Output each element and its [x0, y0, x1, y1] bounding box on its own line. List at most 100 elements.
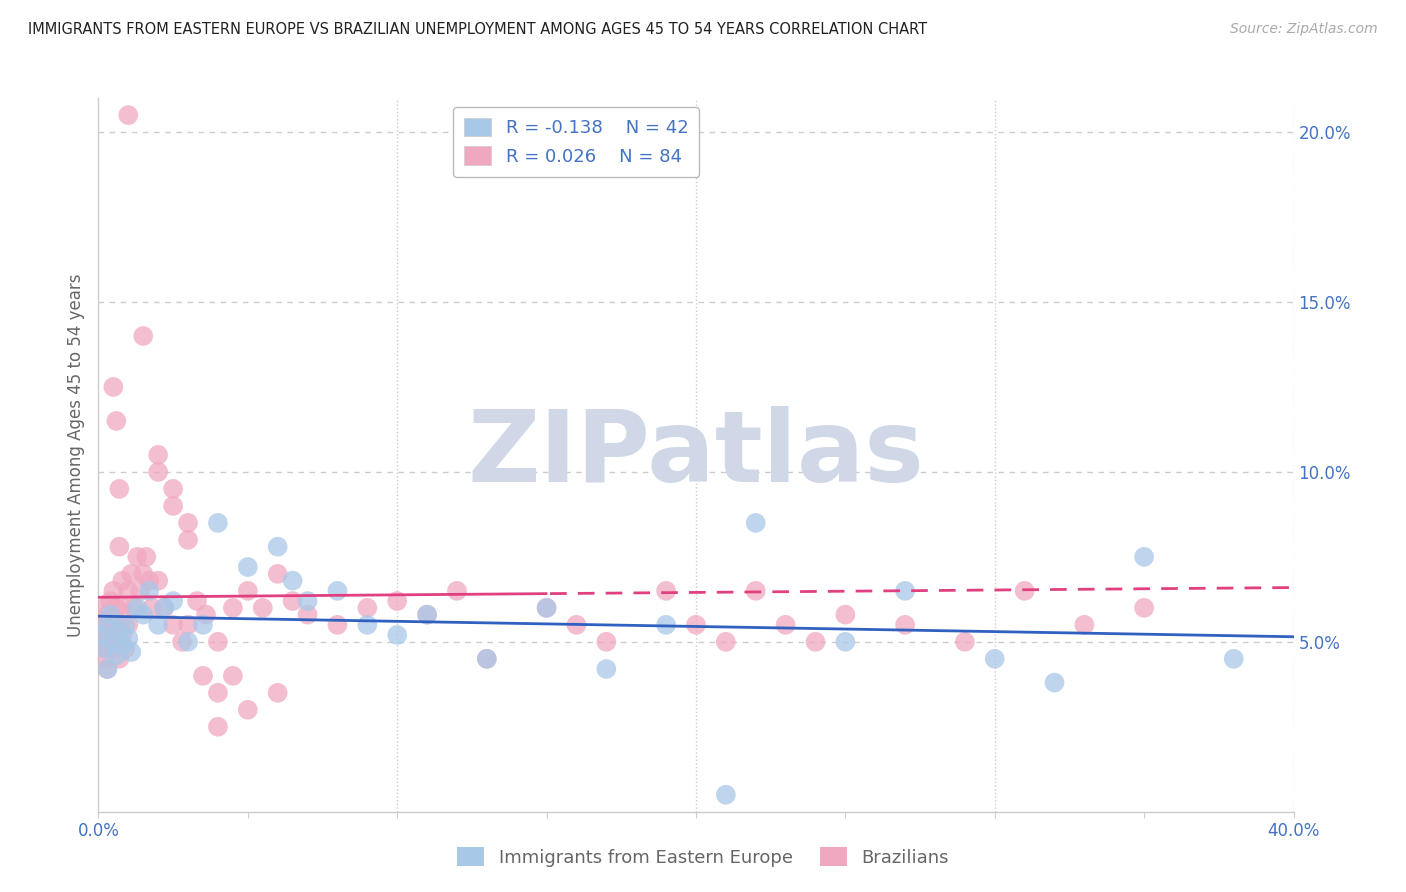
Point: [834, 635, 856, 649]
Point: [103, 617, 125, 632]
Point: [745, 516, 768, 530]
Point: [162, 499, 184, 513]
Point: [595, 662, 617, 676]
Point: [111, 574, 134, 588]
Point: [326, 617, 349, 632]
Point: [148, 448, 170, 462]
Point: [356, 617, 378, 632]
Point: [111, 638, 134, 652]
Point: [105, 635, 128, 649]
Point: [297, 607, 319, 622]
Point: [162, 594, 184, 608]
Point: [804, 635, 827, 649]
Point: [297, 594, 319, 608]
Point: [148, 465, 170, 479]
Text: Source: ZipAtlas.com: Source: ZipAtlas.com: [1230, 22, 1378, 37]
Point: [326, 583, 349, 598]
Point: [177, 516, 200, 530]
Point: [385, 628, 409, 642]
Point: [953, 635, 976, 649]
Point: [132, 329, 155, 343]
Point: [267, 686, 290, 700]
Point: [108, 540, 131, 554]
Point: [745, 583, 768, 598]
Point: [1073, 617, 1095, 632]
Point: [141, 600, 163, 615]
Legend: Immigrants from Eastern Europe, Brazilians: Immigrants from Eastern Europe, Brazilia…: [450, 840, 956, 874]
Point: [236, 703, 259, 717]
Point: [114, 641, 136, 656]
Point: [96, 617, 118, 632]
Point: [103, 635, 125, 649]
Point: [475, 652, 498, 666]
Point: [96, 662, 118, 676]
Point: [252, 600, 274, 615]
Point: [714, 788, 737, 802]
Point: [775, 617, 797, 632]
Point: [103, 583, 125, 598]
Point: [446, 583, 468, 598]
Point: [117, 583, 139, 598]
Point: [105, 414, 128, 428]
Point: [1014, 583, 1036, 598]
Point: [108, 482, 131, 496]
Point: [117, 617, 139, 632]
Point: [536, 600, 558, 615]
Point: [93, 652, 115, 666]
Point: [565, 617, 588, 632]
Point: [207, 686, 229, 700]
Point: [385, 594, 409, 608]
Point: [834, 607, 856, 622]
Point: [281, 594, 304, 608]
Point: [96, 607, 118, 622]
Point: [153, 600, 176, 615]
Legend: R = -0.138    N = 42, R = 0.026    N = 84: R = -0.138 N = 42, R = 0.026 N = 84: [454, 107, 699, 177]
Point: [894, 583, 917, 598]
Point: [132, 607, 155, 622]
Point: [111, 628, 134, 642]
Point: [186, 594, 208, 608]
Point: [105, 600, 128, 615]
Point: [1133, 600, 1156, 615]
Point: [267, 540, 290, 554]
Point: [90, 628, 112, 642]
Point: [207, 635, 229, 649]
Point: [685, 617, 707, 632]
Point: [236, 583, 259, 598]
Point: [714, 635, 737, 649]
Point: [93, 641, 115, 656]
Point: [475, 652, 498, 666]
Point: [100, 617, 122, 632]
Point: [108, 617, 131, 632]
Point: [207, 720, 229, 734]
Point: [267, 566, 290, 581]
Point: [1043, 675, 1066, 690]
Point: [191, 617, 214, 632]
Point: [1133, 549, 1156, 564]
Point: [222, 600, 245, 615]
Point: [127, 600, 149, 615]
Point: [177, 635, 200, 649]
Point: [90, 635, 112, 649]
Point: [148, 574, 170, 588]
Text: IMMIGRANTS FROM EASTERN EUROPE VS BRAZILIAN UNEMPLOYMENT AMONG AGES 45 TO 54 YEA: IMMIGRANTS FROM EASTERN EUROPE VS BRAZIL…: [28, 22, 927, 37]
Point: [191, 669, 214, 683]
Point: [132, 566, 155, 581]
Point: [356, 600, 378, 615]
Point: [120, 645, 142, 659]
Point: [281, 574, 304, 588]
Text: ZIPatlas: ZIPatlas: [468, 407, 924, 503]
Point: [93, 600, 115, 615]
Point: [148, 617, 170, 632]
Point: [162, 482, 184, 496]
Y-axis label: Unemployment Among Ages 45 to 54 years: Unemployment Among Ages 45 to 54 years: [67, 273, 86, 637]
Point: [93, 641, 115, 656]
Point: [120, 566, 142, 581]
Point: [96, 628, 118, 642]
Point: [177, 533, 200, 547]
Point: [117, 632, 139, 646]
Point: [207, 516, 229, 530]
Point: [138, 574, 160, 588]
Point: [162, 617, 184, 632]
Point: [595, 635, 617, 649]
